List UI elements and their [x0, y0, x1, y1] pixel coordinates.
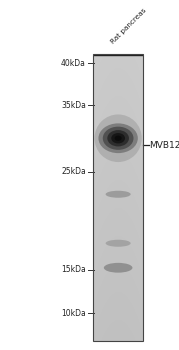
Text: 25kDa: 25kDa: [61, 167, 86, 176]
Ellipse shape: [107, 130, 129, 146]
Text: MVB12A: MVB12A: [149, 141, 179, 150]
Text: 40kDa: 40kDa: [61, 58, 86, 68]
Ellipse shape: [95, 114, 142, 162]
Ellipse shape: [115, 135, 122, 141]
Ellipse shape: [111, 133, 125, 144]
Ellipse shape: [106, 191, 131, 198]
Ellipse shape: [104, 263, 132, 273]
Text: 35kDa: 35kDa: [61, 100, 86, 110]
Text: Rat pancreas: Rat pancreas: [109, 8, 147, 46]
Ellipse shape: [103, 127, 134, 150]
Text: 10kDa: 10kDa: [61, 309, 86, 318]
Bar: [93, 54, 143, 341]
Ellipse shape: [98, 124, 138, 153]
Text: 15kDa: 15kDa: [61, 265, 86, 274]
Ellipse shape: [106, 240, 131, 247]
